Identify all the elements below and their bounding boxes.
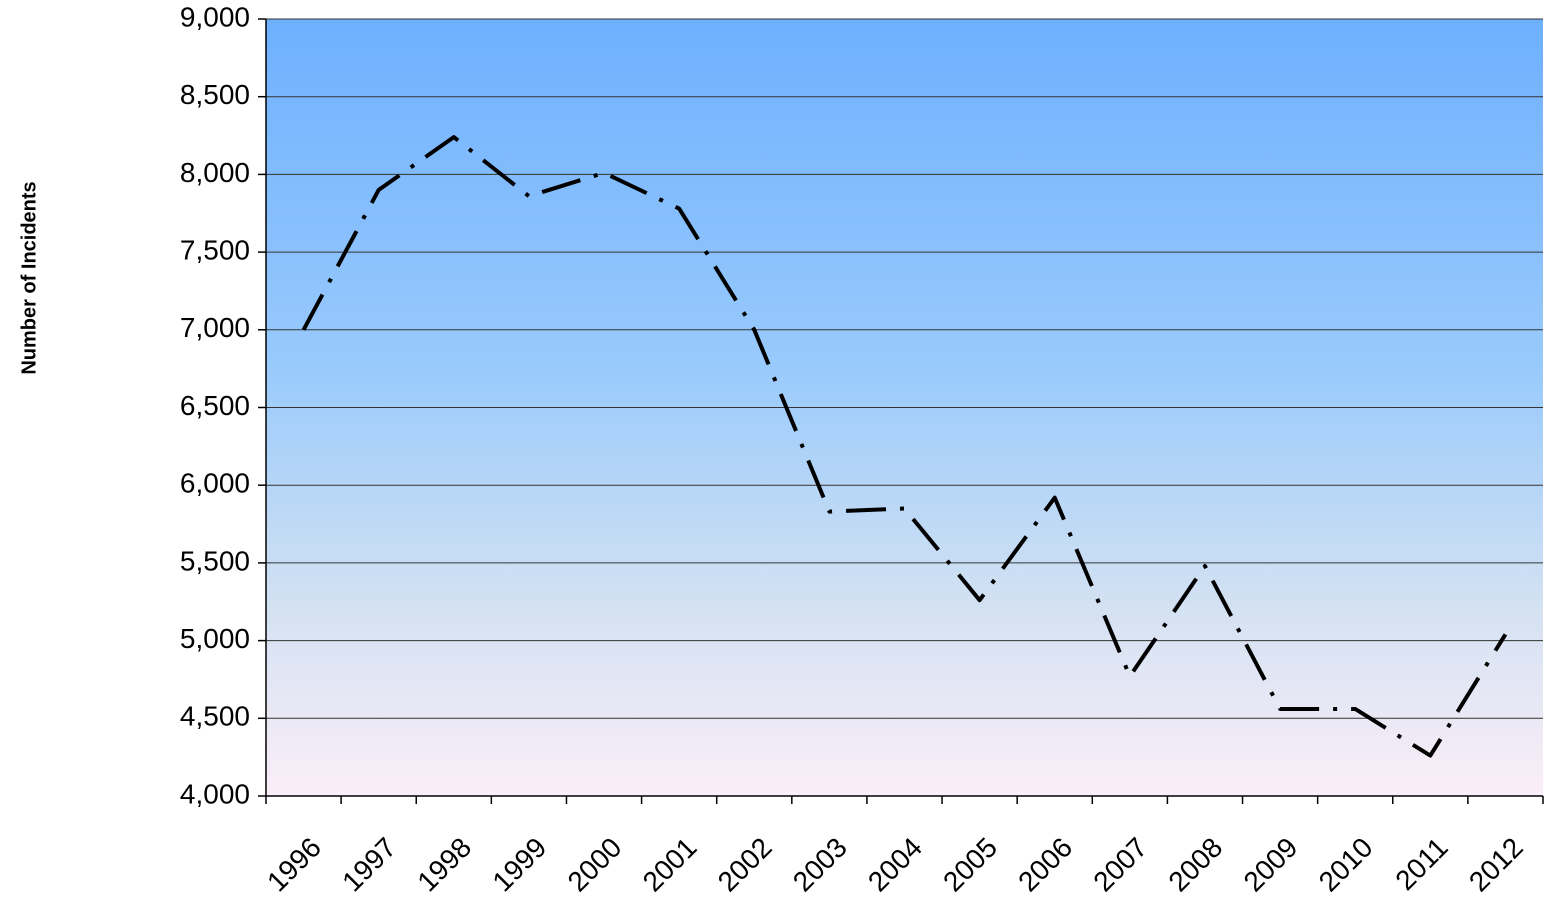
y-tick-label: 7,000 <box>180 312 250 343</box>
x-tick-label: 2010 <box>1313 832 1379 898</box>
x-tick-label: 2007 <box>1087 832 1153 898</box>
y-tick-label: 5,000 <box>180 623 250 654</box>
y-tick-label: 5,500 <box>180 545 250 576</box>
y-tick-label: 7,500 <box>180 234 250 265</box>
x-tick-label: 2009 <box>1238 832 1304 898</box>
x-tick-label: 2004 <box>862 832 928 898</box>
data-line <box>301 135 1508 758</box>
x-tick-label: 2000 <box>562 832 628 898</box>
x-tick-label: 1998 <box>411 832 477 898</box>
x-tick-label: 2012 <box>1463 832 1529 898</box>
x-tick-label: 1999 <box>486 832 552 898</box>
x-tick-label: 2006 <box>1012 832 1078 898</box>
x-tick-label: 2005 <box>937 832 1003 898</box>
y-tick-label: 6,000 <box>180 468 250 499</box>
x-tick-label: 1997 <box>336 832 402 898</box>
x-tick-label: 2003 <box>787 832 853 898</box>
y-axis-label: Number of Incidents <box>18 181 40 374</box>
y-tick-label: 4,000 <box>180 778 250 809</box>
y-tick-label: 8,000 <box>180 157 250 188</box>
y-tick-label: 8,500 <box>180 79 250 110</box>
x-tick-label: 2001 <box>637 832 703 898</box>
y-tick-label: 6,500 <box>180 390 250 421</box>
y-tick-label: 9,000 <box>180 1 250 32</box>
x-tick-label: 2011 <box>1389 832 1454 897</box>
x-tick-label: 2008 <box>1162 832 1228 898</box>
y-tick-label: 4,500 <box>180 701 250 732</box>
x-tick-label: 1996 <box>261 832 327 898</box>
x-tick-label: 2002 <box>712 832 778 898</box>
